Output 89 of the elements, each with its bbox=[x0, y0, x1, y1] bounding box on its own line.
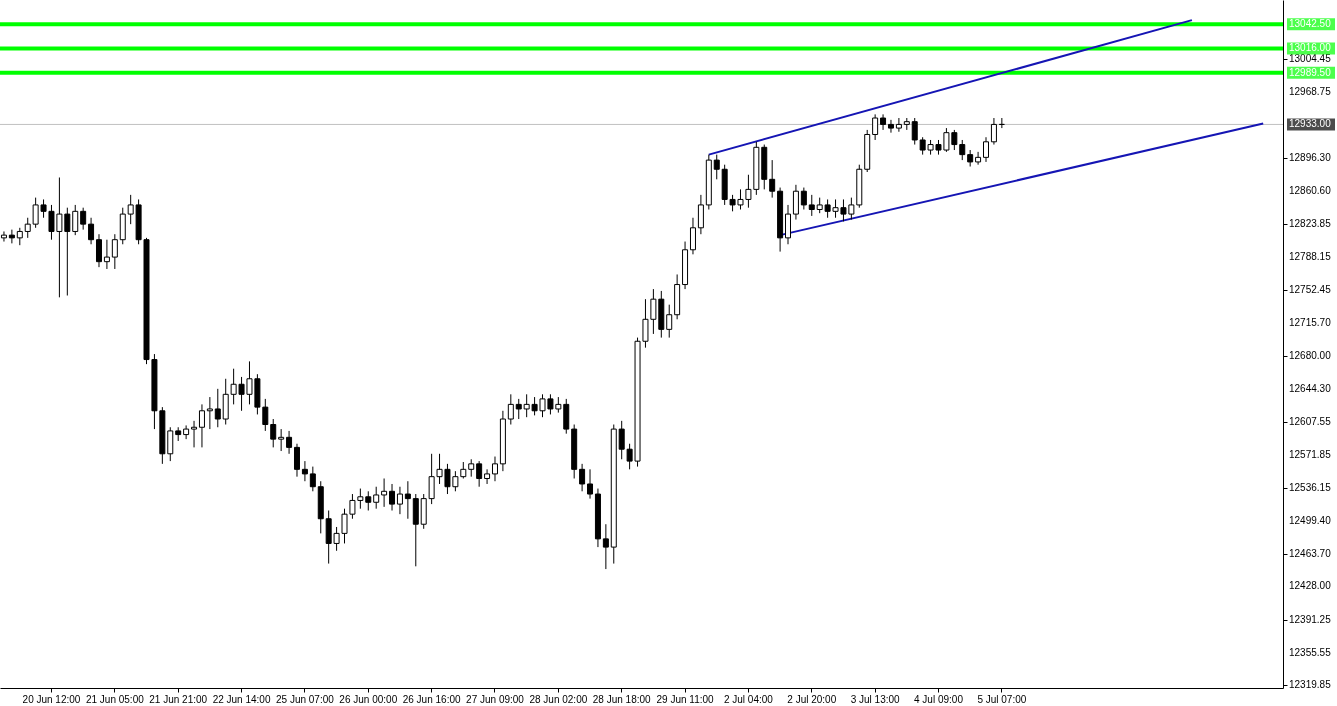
candlestick bbox=[975, 151, 982, 166]
candlestick bbox=[785, 204, 792, 245]
candlestick bbox=[365, 490, 372, 512]
x-tick-label: 3 Jul 13:00 bbox=[850, 693, 901, 705]
candlestick bbox=[286, 430, 293, 455]
candlestick bbox=[895, 117, 902, 133]
y-tick-label: 12896.30 bbox=[1289, 152, 1332, 163]
y-tick-label: 12715.70 bbox=[1289, 317, 1332, 329]
x-tick-label: 25 Jun 07:00 bbox=[276, 693, 335, 705]
candlestick bbox=[404, 480, 411, 520]
x-tick-label: 28 Jun 18:00 bbox=[592, 693, 652, 705]
candlestick bbox=[602, 523, 609, 570]
candlestick bbox=[293, 443, 300, 478]
x-tick-label: 22 Jun 14:00 bbox=[212, 693, 271, 705]
candlestick bbox=[713, 154, 720, 180]
y-tick-label: 12752.45 bbox=[1289, 283, 1332, 295]
ref-line-label: 13016.00 bbox=[1289, 42, 1332, 54]
candlestick bbox=[808, 194, 815, 217]
y-tick-label: 13004.45 bbox=[1289, 53, 1332, 65]
candlestick bbox=[689, 217, 696, 255]
candlestick bbox=[96, 233, 102, 268]
candlestick bbox=[301, 460, 308, 482]
candlestick bbox=[476, 460, 483, 488]
candlestick bbox=[373, 486, 380, 510]
x-tick-label: 20 Jun 12:00 bbox=[22, 693, 81, 705]
y-tick-label: 12644.30 bbox=[1289, 382, 1332, 394]
candlestick bbox=[389, 483, 396, 512]
y-tick-label: 12355.55 bbox=[1289, 646, 1332, 658]
candlestick bbox=[103, 239, 110, 270]
candlestick bbox=[587, 468, 594, 500]
candlestick bbox=[792, 184, 799, 221]
y-tick-label: 12968.75 bbox=[1289, 85, 1332, 97]
candlestick bbox=[959, 139, 966, 161]
ref-line-label: 13042.50 bbox=[1289, 18, 1332, 30]
candlestick bbox=[507, 393, 514, 426]
candlestick bbox=[491, 456, 498, 482]
candlestick bbox=[396, 486, 403, 515]
candlestick bbox=[309, 466, 316, 492]
y-tick-label: 12319.85 bbox=[1289, 679, 1332, 691]
candlestick bbox=[206, 396, 213, 430]
y-tick-label: 12823.85 bbox=[1289, 218, 1332, 230]
y-tick-label: 12428.00 bbox=[1289, 580, 1332, 592]
candlestick bbox=[579, 463, 586, 492]
candlestick bbox=[666, 304, 673, 339]
candlestick bbox=[381, 477, 388, 508]
y-tick-label: 12536.15 bbox=[1289, 481, 1332, 493]
candlestick bbox=[198, 403, 205, 448]
candlestick bbox=[8, 229, 15, 244]
y-tick-label: 12499.40 bbox=[1289, 515, 1332, 527]
candlestick bbox=[111, 233, 118, 270]
x-tick-label: 26 Jun 00:00 bbox=[339, 693, 398, 705]
candlestick bbox=[72, 204, 79, 236]
candlestick bbox=[278, 428, 285, 452]
x-tick-label: 2 Jul 20:00 bbox=[787, 693, 837, 705]
y-tick-label: 12607.55 bbox=[1289, 416, 1332, 428]
candlestick bbox=[880, 113, 887, 131]
x-tick-label: 27 Jun 09:00 bbox=[466, 693, 525, 705]
y-tick-label: 12391.25 bbox=[1289, 614, 1332, 626]
y-tick-label: 12571.85 bbox=[1289, 448, 1332, 460]
x-tick-label: 28 Jun 02:00 bbox=[529, 693, 588, 705]
y-tick-label: 12788.15 bbox=[1289, 250, 1332, 262]
ref-line-label: 12933.00 bbox=[1289, 118, 1332, 130]
candlestick bbox=[191, 420, 198, 448]
candlestick bbox=[484, 468, 491, 485]
candlestick bbox=[887, 119, 894, 134]
candlestick bbox=[697, 194, 704, 235]
x-tick-label: 21 Jun 05:00 bbox=[85, 693, 145, 705]
candlestick bbox=[183, 424, 190, 440]
candlestick bbox=[515, 398, 522, 420]
candlestick bbox=[270, 418, 277, 448]
x-tick-label: 29 Jun 11:00 bbox=[656, 693, 715, 705]
candlestick bbox=[800, 187, 807, 211]
x-tick-label: 26 Jun 16:00 bbox=[402, 693, 461, 705]
candlestick bbox=[769, 159, 776, 199]
x-tick-label: 21 Jun 21:00 bbox=[149, 693, 208, 705]
x-tick-label: 2 Jul 04:00 bbox=[723, 693, 774, 705]
candlestick bbox=[911, 117, 918, 146]
y-tick-label: 12463.70 bbox=[1289, 547, 1332, 559]
candlestick bbox=[983, 136, 990, 163]
x-tick-label: 5 Jul 07:00 bbox=[977, 693, 1027, 705]
candlestick bbox=[88, 217, 95, 245]
candlestick bbox=[872, 113, 879, 141]
ref-line-label: 12989.50 bbox=[1289, 66, 1332, 78]
x-tick-label: 4 Jul 09:00 bbox=[914, 693, 964, 705]
y-tick-label: 12680.00 bbox=[1289, 349, 1332, 361]
candlestick bbox=[80, 207, 87, 231]
y-tick-label: 12860.60 bbox=[1289, 184, 1332, 196]
candlestick bbox=[990, 117, 997, 146]
candlestick bbox=[214, 388, 221, 428]
